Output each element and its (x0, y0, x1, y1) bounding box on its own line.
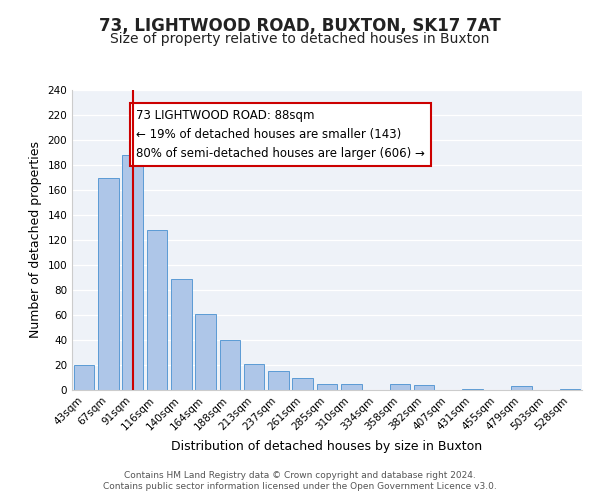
Bar (317, 384, 337, 390)
Bar (220, 340, 240, 390)
Bar (414, 385, 434, 390)
Bar (98, 178, 119, 390)
Y-axis label: Number of detached properties: Number of detached properties (29, 142, 42, 338)
Bar (560, 389, 580, 390)
Text: Contains public sector information licensed under the Open Government Licence v3: Contains public sector information licen… (103, 482, 497, 491)
Bar (292, 378, 313, 390)
Bar (463, 389, 483, 390)
Bar (268, 371, 289, 390)
Bar (146, 230, 167, 390)
Bar (341, 384, 362, 390)
Text: Contains HM Land Registry data © Crown copyright and database right 2024.: Contains HM Land Registry data © Crown c… (124, 471, 476, 480)
Bar (74, 365, 94, 390)
Bar (122, 155, 143, 390)
Text: 73 LIGHTWOOD ROAD: 88sqm
← 19% of detached houses are smaller (143)
80% of semi-: 73 LIGHTWOOD ROAD: 88sqm ← 19% of detach… (136, 109, 425, 160)
Bar (389, 384, 410, 390)
Text: 73, LIGHTWOOD ROAD, BUXTON, SK17 7AT: 73, LIGHTWOOD ROAD, BUXTON, SK17 7AT (99, 18, 501, 36)
Bar (195, 314, 216, 390)
X-axis label: Distribution of detached houses by size in Buxton: Distribution of detached houses by size … (172, 440, 482, 453)
Text: Size of property relative to detached houses in Buxton: Size of property relative to detached ho… (110, 32, 490, 46)
Bar (511, 386, 532, 390)
Bar (171, 279, 191, 390)
Bar (244, 364, 265, 390)
